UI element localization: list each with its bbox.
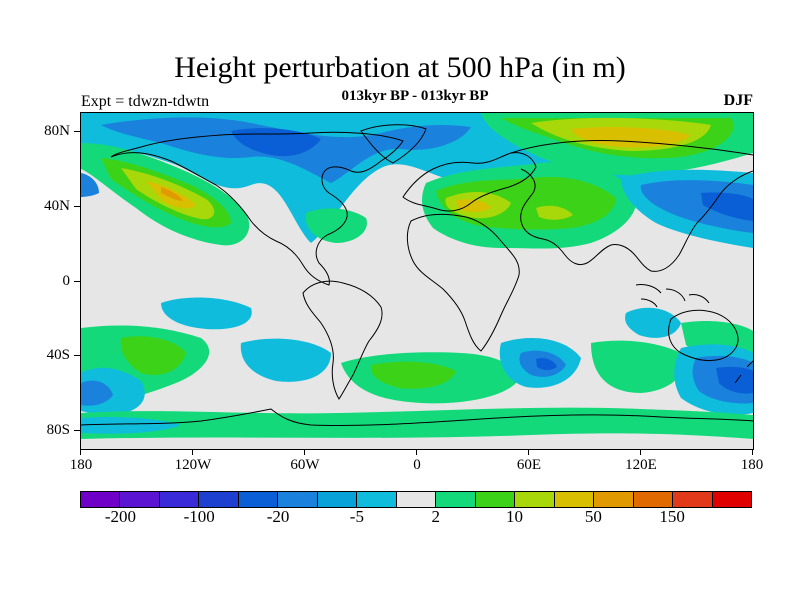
contour-blue-northpacific <box>81 173 99 197</box>
coastline-europe <box>402 152 537 212</box>
lon-tick-180e <box>752 449 753 455</box>
colorbar-box <box>278 492 318 507</box>
coastline-asia <box>510 140 753 272</box>
lon-label-120w: 120W <box>174 457 212 473</box>
colorbar-label: 2 <box>431 507 440 526</box>
coastline-antarctica <box>81 408 753 427</box>
lon-tick-120w <box>192 449 193 455</box>
colorbar-box <box>396 492 437 507</box>
lon-tick-120e <box>640 449 641 455</box>
lat-label-80s: 80S <box>46 422 70 438</box>
colorbar-box <box>712 492 751 507</box>
colorbar-label: -20 <box>266 507 290 526</box>
colorbar-box <box>199 492 239 507</box>
contour-lime-satl <box>370 361 456 389</box>
contour-gray-antarctic <box>81 433 753 449</box>
contour-gold-eurasia <box>456 199 491 212</box>
contour-blue-so-9 <box>240 338 331 382</box>
colorbar-box <box>357 492 397 507</box>
contour-fill-layer <box>81 113 753 449</box>
chart-title: Height perturbation at 500 hPa (in m) <box>174 51 626 84</box>
colorbar-box <box>159 492 200 507</box>
lon-tick-60w <box>304 449 305 455</box>
colorbar <box>80 491 752 508</box>
contour-green-antarctic-2 <box>81 416 181 434</box>
colorbar-label: 150 <box>659 507 685 526</box>
coastline-greenland <box>360 124 427 164</box>
lat-tick-0 <box>74 281 80 282</box>
lat-tick-80s <box>74 430 80 431</box>
experiment-label: Expt = tdwzn-tdwtn <box>81 93 210 110</box>
lon-label-180w: 180 <box>69 457 93 473</box>
coastline-layer <box>81 124 753 427</box>
contour-yellowgreen-asia <box>536 205 573 220</box>
contour-blue-pacific-3 <box>701 192 753 221</box>
coastline-south-america <box>302 280 383 400</box>
contour-green-atlantic <box>305 208 367 243</box>
contour-blue-so-5 <box>536 358 557 370</box>
chart-subtitle: 013kyr BP - 013kyr BP <box>341 88 489 104</box>
colorbar-label: 50 <box>584 507 602 526</box>
lon-label-180e: 180 <box>740 457 764 473</box>
lon-tick-0 <box>416 449 417 455</box>
season-label: DJF <box>723 92 753 109</box>
contour-gold-siberia <box>571 127 691 148</box>
lat-label-40s: 40S <box>46 347 70 363</box>
colorbar-box <box>673 492 713 507</box>
coastline-indonesia <box>635 284 710 308</box>
colorbar-label: 10 <box>506 507 524 526</box>
contour-blue-seasia <box>625 307 681 338</box>
lat-label-0: 0 <box>62 273 71 289</box>
colorbar-label: -5 <box>349 507 364 526</box>
lat-tick-40s <box>74 355 80 356</box>
colorbar-box <box>554 492 595 507</box>
contour-blue-so-8 <box>716 366 753 394</box>
lon-label-120e: 120E <box>625 457 657 473</box>
coastline-new-zealand <box>734 360 753 384</box>
contour-orange-na <box>161 187 183 201</box>
colorbar-box <box>317 492 358 507</box>
colorbar-label: -200 <box>104 507 136 526</box>
map-svg <box>81 113 753 449</box>
colorbar-box <box>515 492 555 507</box>
lat-tick-80n <box>74 131 80 132</box>
contour-blue-sp <box>161 297 252 330</box>
contour-green-sind <box>591 340 684 393</box>
colorbar-label: -100 <box>183 507 215 526</box>
contour-green-south-pac <box>120 336 186 375</box>
colorbar-box <box>238 492 279 507</box>
lon-label-60w: 60W <box>290 457 320 473</box>
lat-tick-40n <box>74 206 80 207</box>
coastline-north-america <box>110 131 404 286</box>
map-panel <box>80 112 754 450</box>
lon-tick-60e <box>528 449 529 455</box>
lat-label-40n: 40N <box>44 198 70 214</box>
coastline-australia <box>668 309 739 362</box>
contour-blue-north-deeper <box>231 128 321 157</box>
colorbar-box <box>436 492 476 507</box>
lon-label-0: 0 <box>413 457 421 473</box>
colorbar-box <box>475 492 516 507</box>
lon-tick-180w <box>80 449 81 455</box>
lat-label-80n: 80N <box>44 123 70 139</box>
contour-blue-so-2 <box>81 380 113 406</box>
colorbar-box <box>120 492 160 507</box>
lon-label-60e: 60E <box>516 457 542 473</box>
colorbar-box <box>633 492 674 507</box>
colorbar-box <box>594 492 634 507</box>
coastline-africa <box>406 213 520 352</box>
colorbar-box <box>81 492 121 507</box>
